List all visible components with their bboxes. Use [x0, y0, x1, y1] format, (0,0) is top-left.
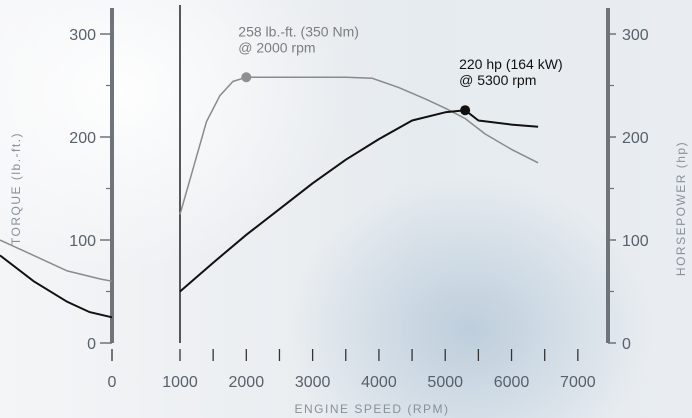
right-y-tick-label: 300 [622, 27, 649, 44]
x-tick-label: 5000 [427, 374, 463, 391]
x-tick-label: 3000 [295, 374, 331, 391]
annotation-line: 220 hp (164 kW) [459, 56, 562, 72]
right-axis-title: HORSEPOWER (hp) [674, 141, 688, 276]
horsepower-peak-marker [460, 105, 471, 116]
horsepower-line-partial [0, 254, 113, 319]
horsepower-peak-label: 220 hp (164 kW) @ 5300 rpm [459, 56, 562, 88]
annotation-line: @ 2000 rpm [238, 39, 315, 55]
x-tick-label: 7000 [560, 374, 596, 391]
torque-peak-marker [241, 72, 252, 83]
left-y-tick-label: 0 [87, 336, 96, 353]
horsepower-line [179, 109, 539, 293]
right-y-tick-label: 100 [622, 233, 649, 250]
left-axis-title: TORQUE (lb.-ft.) [9, 132, 23, 245]
left-y-tick-label: 200 [69, 130, 96, 147]
right-y-tick-label: 200 [622, 130, 649, 147]
x-tick-label: 1000 [162, 374, 198, 391]
x-axis-title: ENGINE SPEED (RPM) [294, 402, 449, 416]
x-tick-label: 0 [108, 374, 117, 391]
torque-line [179, 76, 539, 215]
left-y-tick-label: 300 [69, 27, 96, 44]
x-tick-label: 6000 [494, 374, 530, 391]
right-y-tick-label: 0 [622, 336, 631, 353]
x-tick-label: 4000 [361, 374, 397, 391]
annotation-line: @ 5300 rpm [459, 72, 536, 88]
left-y-tick-label: 100 [69, 233, 96, 250]
torque-line-partial [0, 239, 113, 282]
annotation-line: 258 lb.-ft. (350 Nm) [238, 23, 359, 39]
x-tick-label: 2000 [229, 374, 265, 391]
torque-peak-label: 258 lb.-ft. (350 Nm) @ 2000 rpm [238, 23, 359, 55]
